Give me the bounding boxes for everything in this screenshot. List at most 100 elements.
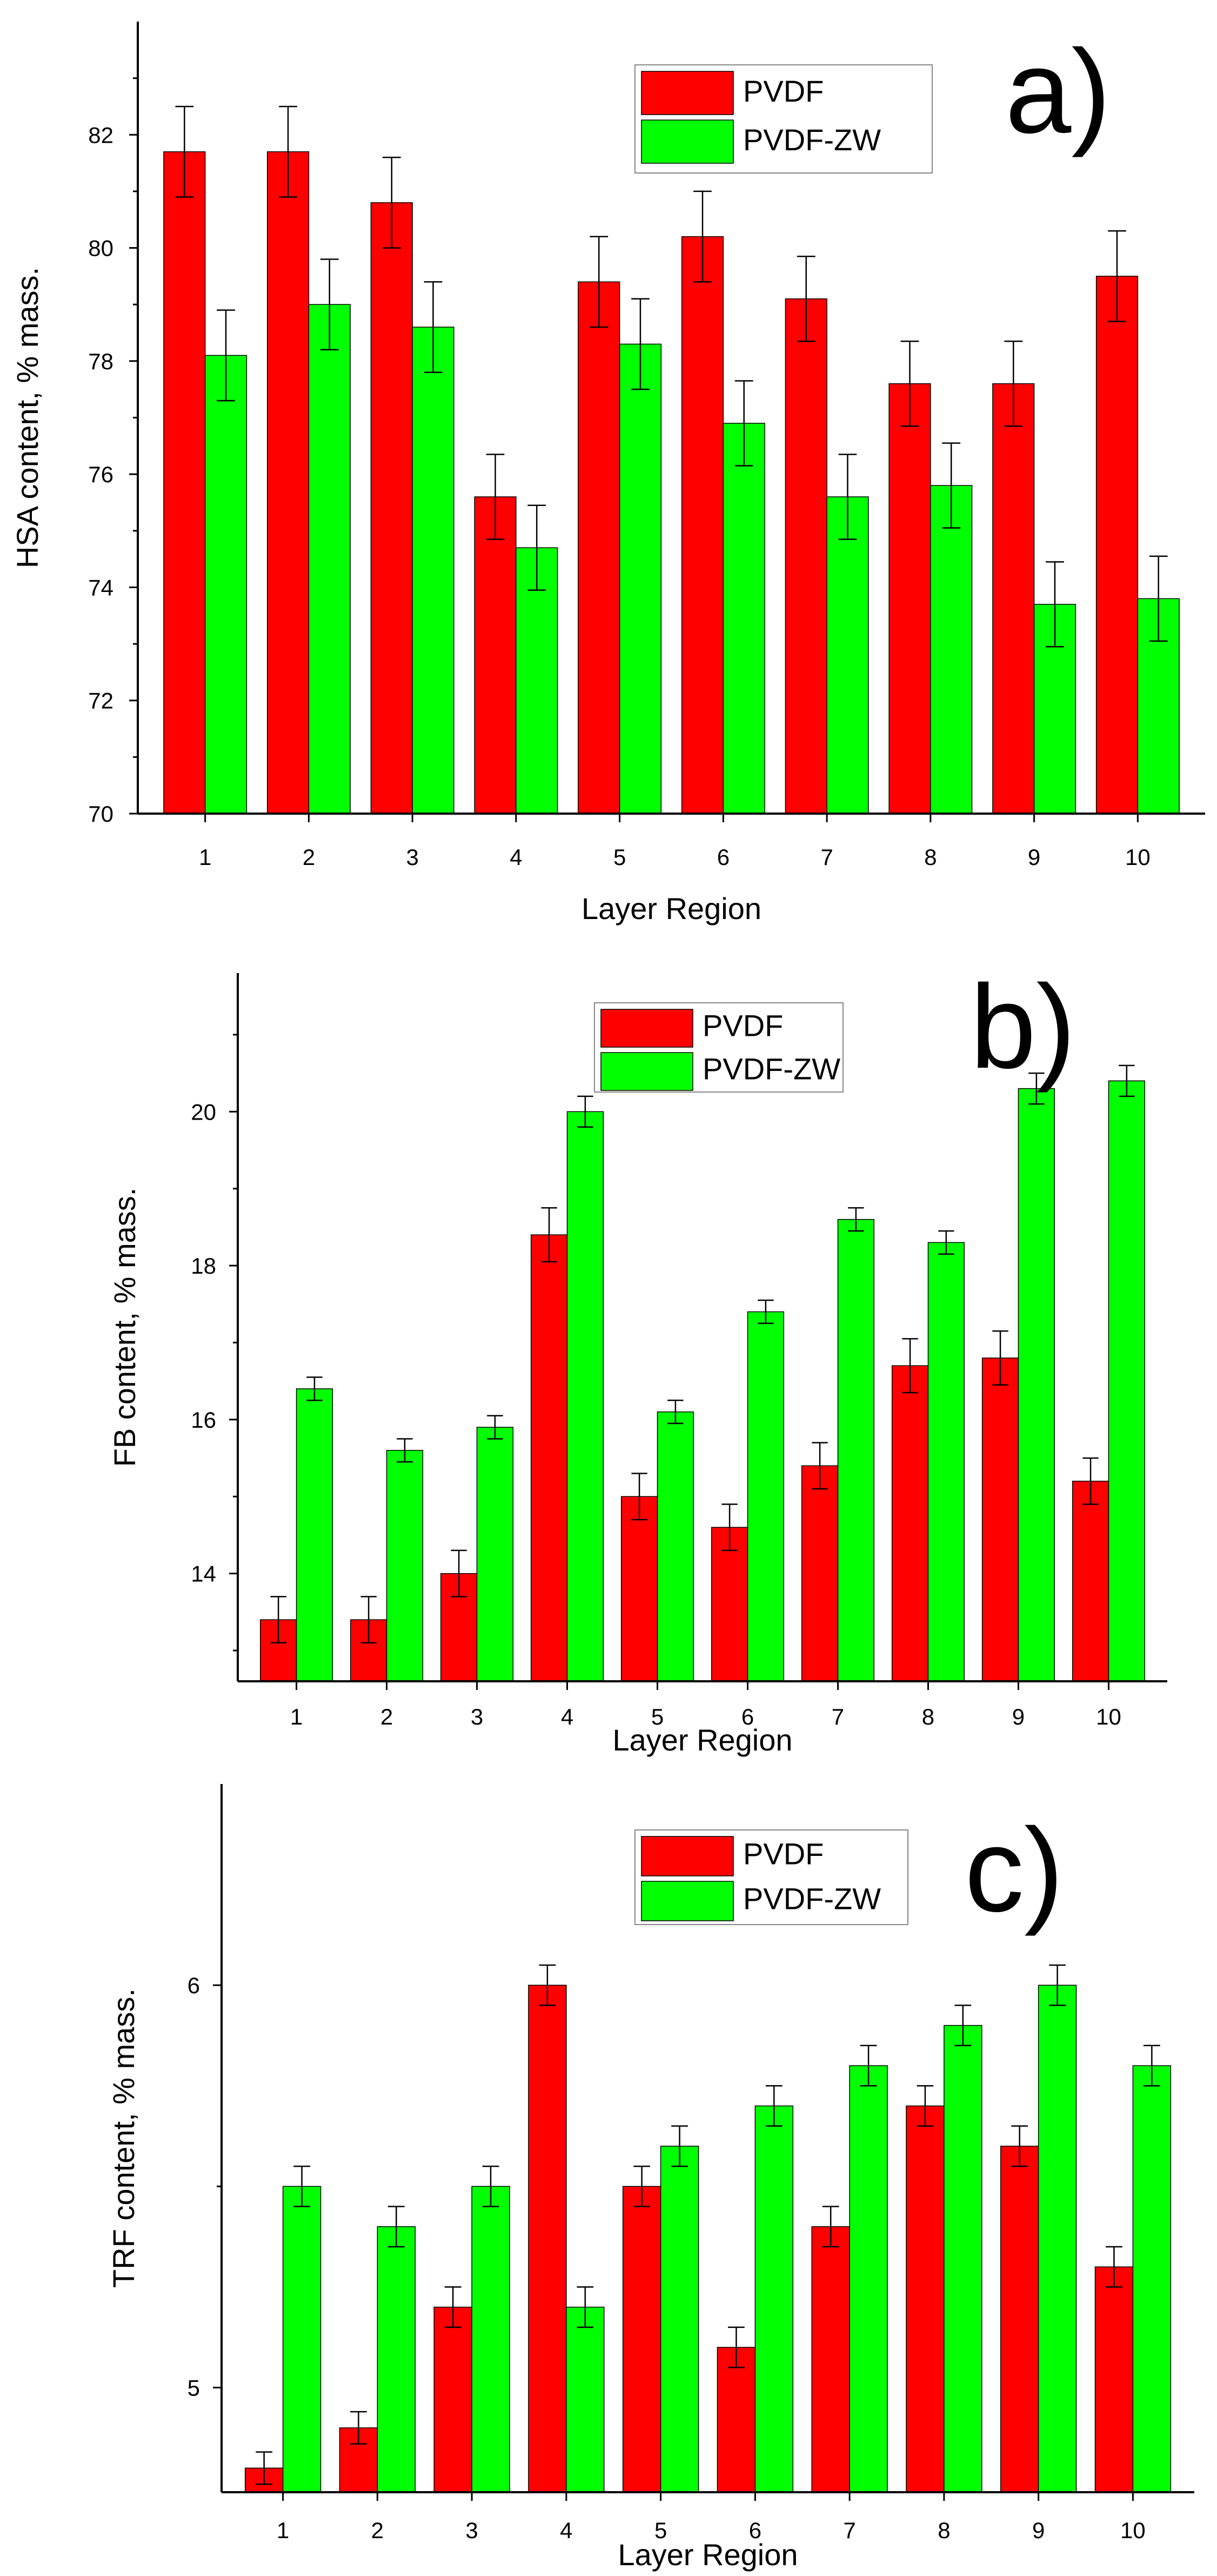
y-tick-label: 18 <box>191 1253 216 1279</box>
error-bar-pvdf-zw-7 <box>848 1207 864 1232</box>
x-tick-label: 8 <box>924 844 937 870</box>
panel-label: c) <box>965 1803 1064 1936</box>
error-bar-pvdf-zw-8 <box>942 442 961 529</box>
error-bar-pvdf-zw-10 <box>1119 1064 1135 1097</box>
x-axis-title: Layer Region <box>618 2538 798 2572</box>
bar-pvdf-5 <box>620 1496 658 1682</box>
error-bar-pvdf-zw-10 <box>1143 2045 1160 2087</box>
legend-label-pvdf: PVDF <box>703 1009 783 1043</box>
bar-pvdf-zw-1 <box>296 1388 333 1682</box>
y-tick-label: 70 <box>88 801 113 827</box>
bar-pvdf-zw-7 <box>826 496 869 814</box>
bar-pvdf-7 <box>801 1465 839 1682</box>
x-axis-title: Layer Region <box>612 1723 792 1757</box>
error-bar-pvdf-10 <box>1108 230 1126 322</box>
x-tick-label: 9 <box>1032 2518 1045 2543</box>
error-bar-pvdf-zw-5 <box>671 2125 688 2167</box>
error-bar-pvdf-7 <box>822 2206 839 2248</box>
legend-label-pvdf-zw: PVDF-ZW <box>743 123 881 157</box>
bar-pvdf-9 <box>1000 2146 1039 2493</box>
error-bar-pvdf-9 <box>1011 2125 1028 2167</box>
bar-pvdf-8 <box>888 383 931 814</box>
bar-pvdf-zw-3 <box>476 1427 514 1682</box>
error-bar-pvdf-zw-7 <box>838 454 857 540</box>
x-tick-label: 2 <box>303 844 315 870</box>
bar-pvdf-zw-2 <box>386 1450 424 1682</box>
error-bar-pvdf-zw-8 <box>938 1230 954 1255</box>
x-tick-label: 1 <box>290 1704 303 1729</box>
bar-pvdf-zw-10 <box>1108 1080 1146 1682</box>
x-tick-label: 5 <box>654 2518 667 2543</box>
x-tick-label: 8 <box>938 2518 950 2543</box>
x-tick-label: 7 <box>832 1704 844 1729</box>
bar-pvdf-zw-4 <box>516 547 558 814</box>
error-bar-pvdf-4 <box>541 1207 557 1263</box>
x-tick-label: 6 <box>741 1704 754 1729</box>
legend-label-pvdf-zw: PVDF-ZW <box>743 1881 881 1915</box>
error-bar-pvdf-zw-6 <box>758 1299 774 1324</box>
bar-pvdf-zw-7 <box>837 1219 875 1682</box>
y-tick-label: 14 <box>191 1561 216 1587</box>
bar-pvdf-zw-6 <box>723 423 765 814</box>
error-bar-pvdf-3 <box>451 1549 467 1597</box>
bar-pvdf-4 <box>530 1234 568 1682</box>
error-bar-pvdf-zw-6 <box>765 2085 783 2127</box>
error-bar-pvdf-6 <box>693 190 712 283</box>
x-tick-label: 3 <box>471 1704 483 1729</box>
error-bar-pvdf-7 <box>797 256 815 342</box>
y-axis-title: FB content, % mass. <box>108 1188 142 1467</box>
bar-pvdf-9 <box>981 1357 1019 1682</box>
y-tick-label: 6 <box>188 1973 200 1998</box>
bar-pvdf-zw-5 <box>619 343 662 814</box>
error-bar-pvdf-zw-4 <box>577 1095 593 1128</box>
error-bar-pvdf-zw-8 <box>954 2005 972 2047</box>
legend-label-pvdf-zw: PVDF-ZW <box>703 1052 840 1086</box>
error-bar-pvdf-4 <box>539 1964 556 2006</box>
error-bar-pvdf-zw-4 <box>527 504 546 591</box>
legend-swatch-pvdf <box>600 1009 693 1048</box>
legend: PVDF PVDF-ZW <box>634 1829 908 1925</box>
bar-pvdf-10 <box>1095 276 1139 814</box>
error-bar-pvdf-zw-5 <box>667 1400 684 1425</box>
y-tick-label: 20 <box>191 1099 216 1124</box>
error-bar-pvdf-10 <box>1106 2246 1122 2288</box>
bar-pvdf-3 <box>370 202 413 814</box>
error-bar-pvdf-zw-9 <box>1046 561 1064 648</box>
error-bar-pvdf-zw-3 <box>424 281 443 374</box>
y-tick-label: 74 <box>88 575 113 600</box>
bar-pvdf-1 <box>163 151 206 814</box>
y-axis-title: TRF content, % mass. <box>106 1988 141 2288</box>
chart-panel-2: 14 16 18 20 1 2 3 4 5 6 7 8 9 10 Layer Region FB conten… <box>108 960 1167 1757</box>
legend-swatch-pvdf-zw <box>600 1052 693 1091</box>
legend-swatch-pvdf <box>641 1836 734 1876</box>
error-bar-pvdf-5 <box>590 236 608 328</box>
error-bar-pvdf-8 <box>900 340 919 427</box>
bar-pvdf-zw-3 <box>471 2186 510 2493</box>
bar-pvdf-zw-1 <box>282 2186 322 2493</box>
y-tick-label: 72 <box>88 688 113 714</box>
bar-pvdf-zw-6 <box>747 1311 785 1682</box>
x-tick-label: 1 <box>277 2518 289 2543</box>
y-tick-label: 78 <box>88 349 113 374</box>
bar-pvdf-zw-5 <box>657 1411 694 1682</box>
y-tick-label: 76 <box>88 462 113 487</box>
bar-pvdf-zw-9 <box>1018 1088 1055 1682</box>
x-tick-label: 6 <box>749 2518 761 2543</box>
error-bar-pvdf-8 <box>902 1338 918 1394</box>
bar-pvdf-8 <box>891 1365 929 1682</box>
bar-pvdf-zw-2 <box>377 2226 416 2493</box>
bar-pvdf-zw-8 <box>927 1242 965 1682</box>
x-tick-label: 3 <box>406 844 418 870</box>
x-tick-label: 7 <box>843 2518 855 2543</box>
error-bar-pvdf-4 <box>486 454 505 540</box>
bar-pvdf-4 <box>528 1985 567 2493</box>
error-bar-pvdf-zw-10 <box>1149 555 1168 642</box>
bar-pvdf-zw-5 <box>660 2146 699 2493</box>
x-tick-label: 10 <box>1120 2518 1146 2543</box>
y-axis-title: HSA content, % mass. <box>10 267 44 568</box>
error-bar-pvdf-zw-1 <box>217 309 235 402</box>
panel-label: a) <box>1005 25 1111 158</box>
bar-pvdf-6 <box>711 1527 748 1682</box>
bar-pvdf-6 <box>681 236 724 814</box>
